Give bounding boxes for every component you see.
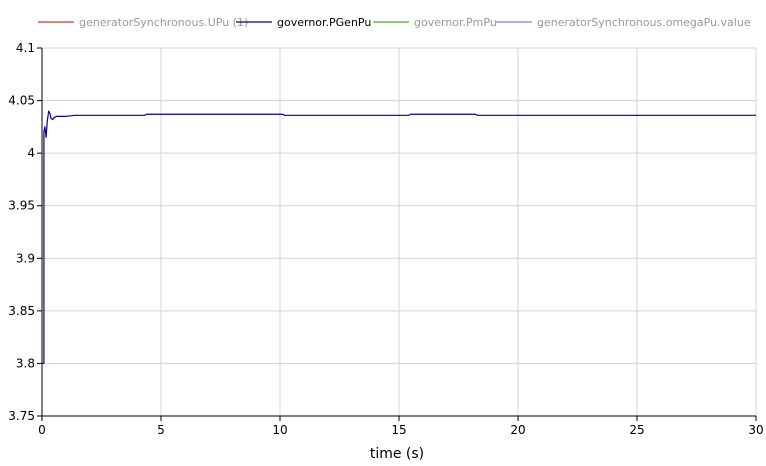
x-tick-label: 20 — [510, 423, 525, 437]
x-tick-label: 15 — [391, 423, 406, 437]
y-tick-label: 4.05 — [8, 94, 35, 108]
legend: generatorSynchronous.UPu (1) governor.PGe… — [38, 16, 751, 29]
y-tick-label: 3.75 — [8, 409, 35, 423]
legend-item-label[interactable]: generatorSynchronous.UPu (1) — [79, 16, 248, 29]
y-tick-label: 4.1 — [16, 41, 35, 55]
legend-item-label[interactable]: governor.PGenPu — [277, 16, 371, 29]
x-tick-label: 5 — [157, 423, 165, 437]
legend-item-label[interactable]: generatorSynchronous.omegaPu.value — [537, 16, 751, 29]
grid — [42, 47, 757, 416]
y-tick-label: 3.95 — [8, 199, 35, 213]
x-tick-label: 25 — [629, 423, 644, 437]
x-axis-label: time (s) — [370, 446, 424, 462]
x-tick-label: 0 — [38, 423, 46, 437]
x-tick-label: 30 — [748, 423, 763, 437]
series-layer — [42, 110, 756, 365]
y-tick-label: 3.8 — [16, 356, 35, 370]
x-tick-label: 10 — [272, 423, 287, 437]
y-tick-label: 3.85 — [8, 304, 35, 318]
y-tick-label: 3.9 — [16, 251, 35, 265]
series-line — [42, 110, 756, 365]
y-tick-label: 4 — [27, 146, 35, 160]
legend-item-label[interactable]: governor.PmPu — [414, 16, 497, 29]
tick-labels: 0 5 10 15 20 25 30 3.75 3.8 3.85 3.9 3.95 4 4.05 4.1 — [8, 41, 763, 437]
